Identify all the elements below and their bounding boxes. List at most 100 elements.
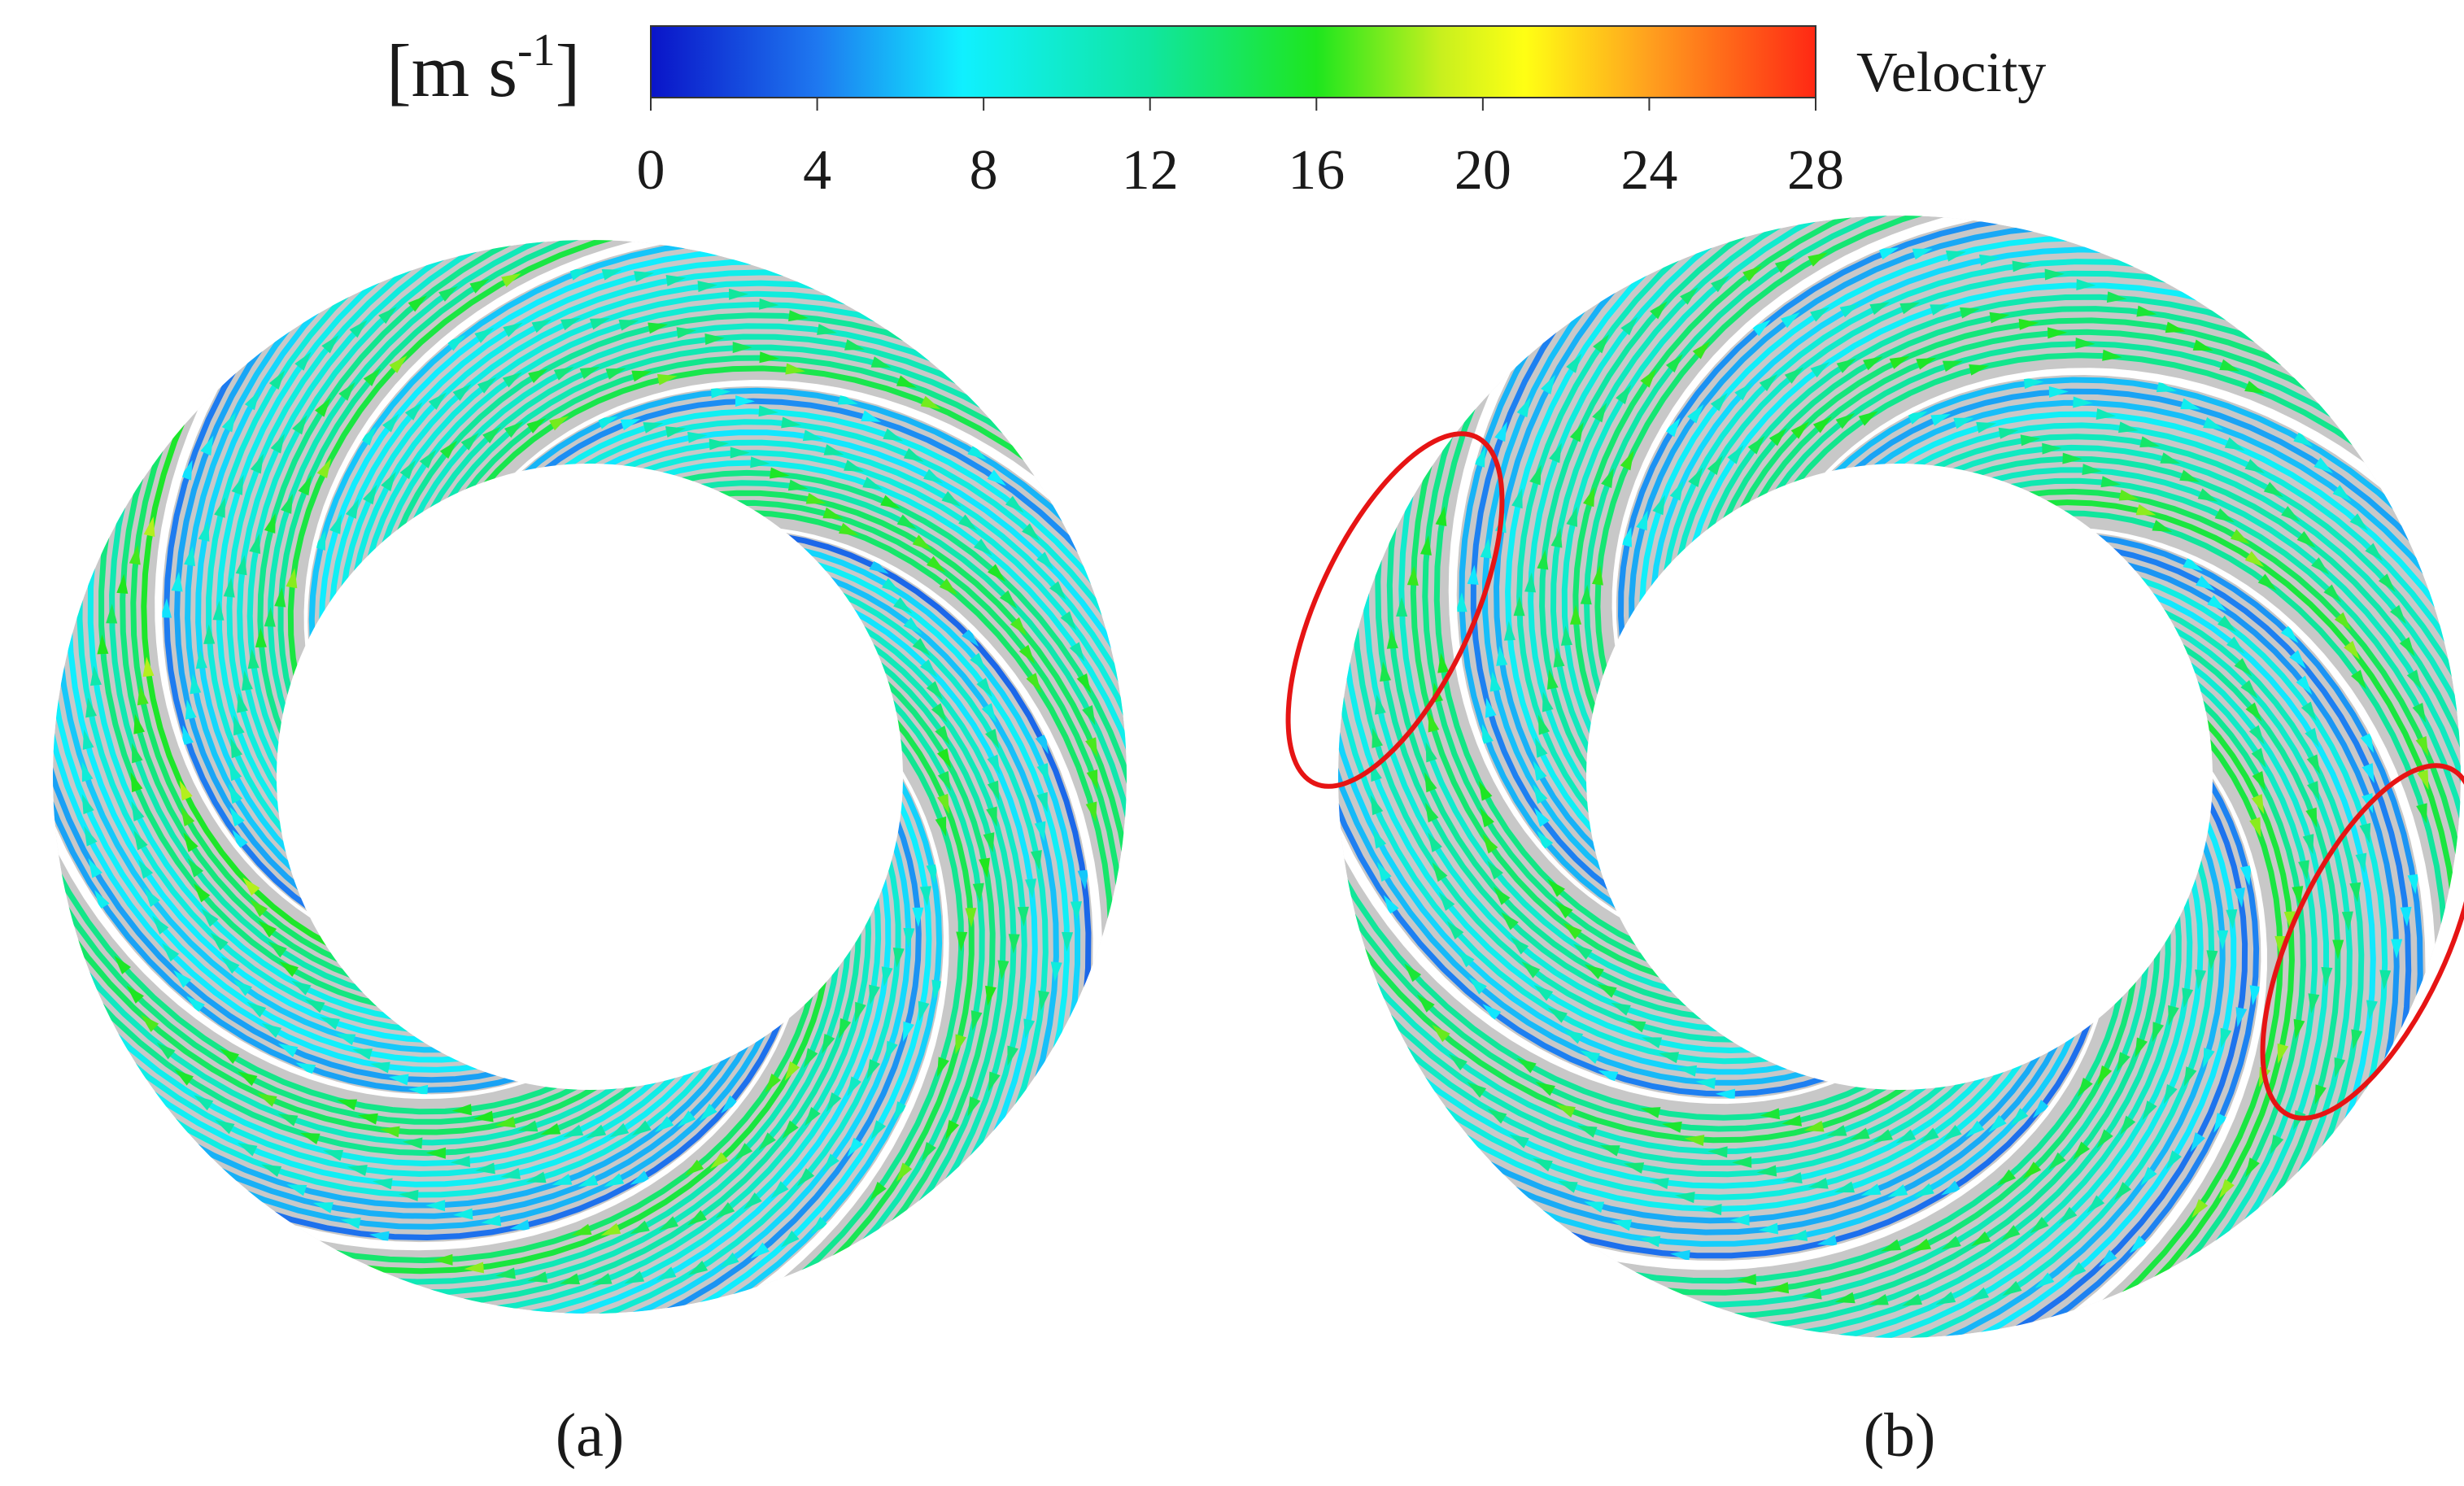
flow-arrow	[1648, 1178, 1669, 1189]
flow-arrow	[2283, 911, 2296, 931]
flow-arrow	[2349, 513, 2369, 531]
flow-arrow	[944, 1119, 960, 1140]
flow-arrow	[180, 460, 193, 481]
flow-arrow	[1555, 900, 1573, 919]
flow-arrow	[1599, 1144, 1620, 1157]
flow-arrow	[1684, 1135, 1705, 1147]
flow-arrow	[2251, 747, 2266, 769]
flow-arrow	[1503, 621, 1515, 641]
flow-arrow	[1425, 742, 1437, 763]
flow-arrow	[379, 1126, 400, 1138]
flow-arrow	[338, 381, 355, 401]
flow-arrow	[129, 544, 141, 565]
flow-arrow	[2234, 658, 2252, 677]
flow-arrow	[1529, 464, 1542, 486]
flow-arrow	[2344, 640, 2360, 660]
flow-arrow	[826, 1092, 842, 1113]
flow-arrow	[2082, 464, 2102, 476]
flow-arrow	[502, 372, 522, 388]
flow-arrow	[927, 556, 946, 573]
flow-arrow	[428, 392, 447, 410]
hub-a	[277, 464, 903, 1090]
flow-arrow	[1478, 780, 1493, 801]
flow-arrow	[2165, 321, 2186, 333]
flow-arrow	[256, 1092, 277, 1107]
flow-arrow	[2213, 1113, 2228, 1133]
flow-arrow	[184, 546, 195, 567]
flow-arrow	[987, 754, 1001, 775]
flow-arrow	[854, 1001, 866, 1022]
flow-arrow	[1801, 1288, 1822, 1300]
flow-arrow	[1533, 984, 1554, 1001]
flow-arrow	[1889, 355, 1910, 369]
flow-arrow	[389, 355, 408, 373]
flow-arrow	[2334, 612, 2352, 631]
flow-arrow	[1895, 1129, 1917, 1144]
flow-arrow	[1036, 791, 1048, 813]
flow-arrow	[1521, 961, 1541, 978]
colorbar-tick-label: 16	[1288, 139, 1345, 202]
impeller-panel-a: (a)	[53, 240, 1127, 1470]
flow-arrow	[329, 513, 342, 534]
flow-arrow	[1758, 1222, 1779, 1235]
flow-arrow	[2298, 860, 2309, 881]
flow-arrow	[382, 413, 399, 433]
flow-arrow	[1035, 734, 1049, 755]
flow-arrow	[316, 458, 332, 479]
flow-arrow	[552, 1174, 573, 1186]
streamlines-a	[53, 240, 1127, 1314]
flow-arrow	[2300, 701, 2317, 721]
flow-arrow	[2245, 702, 2262, 722]
flow-arrow	[2191, 1199, 2209, 1218]
flow-arrow	[143, 516, 155, 537]
flow-arrow	[559, 1273, 580, 1284]
flow-arrow	[1930, 304, 1951, 316]
colorbar-tick-label: 0	[637, 139, 665, 202]
flow-arrow	[319, 1017, 340, 1030]
flow-arrow	[1085, 801, 1097, 822]
flow-arrow	[2116, 1052, 2130, 1073]
flow-arrow	[604, 1173, 625, 1187]
flow-arrow	[985, 985, 997, 1006]
flow-arrow	[2183, 556, 2203, 572]
flow-arrow	[1062, 931, 1074, 952]
flow-arrow	[1005, 495, 1024, 513]
flow-arrow	[97, 634, 109, 655]
flow-arrow	[464, 1262, 484, 1274]
flow-arrow	[1899, 302, 1921, 315]
flow-arrow	[1026, 673, 1041, 693]
flow-arrow	[1810, 307, 1830, 322]
flow-arrow	[2400, 906, 2412, 927]
colorbar-unit-label: [m s-1]	[386, 25, 580, 112]
flow-arrow	[2023, 377, 2044, 390]
flow-arrow	[1887, 1184, 1908, 1198]
flow-arrow	[438, 285, 459, 302]
flow-arrow	[658, 1216, 679, 1231]
flow-arrow	[2000, 1225, 2021, 1241]
flow-arrow	[1592, 564, 1603, 586]
flow-arrow	[1050, 961, 1062, 982]
flow-arrow	[770, 1181, 789, 1199]
flow-arrow	[1481, 724, 1494, 745]
flow-arrow	[1424, 802, 1439, 823]
flow-arrow	[2390, 604, 2406, 625]
flow-arrow	[274, 586, 286, 608]
flow-arrow	[2220, 1027, 2232, 1048]
flow-arrow	[2048, 327, 2068, 339]
flow-arrow	[2359, 822, 2371, 843]
flow-arrow	[710, 386, 731, 399]
flow-arrow	[2307, 781, 2320, 802]
flow-arrow	[277, 1113, 299, 1126]
flow-arrow	[974, 538, 992, 556]
flow-arrow	[1428, 832, 1442, 852]
flow-arrow	[2165, 1150, 2182, 1170]
flow-arrow	[1428, 712, 1440, 733]
flow-arrow	[955, 1034, 967, 1055]
flow-arrow	[921, 1141, 936, 1162]
flow-arrow	[172, 970, 191, 988]
flow-arrow	[244, 390, 260, 411]
flow-arrow	[823, 444, 844, 455]
flow-arrow	[160, 598, 172, 618]
flow-arrow	[133, 713, 146, 734]
flow-arrow	[804, 1107, 821, 1126]
